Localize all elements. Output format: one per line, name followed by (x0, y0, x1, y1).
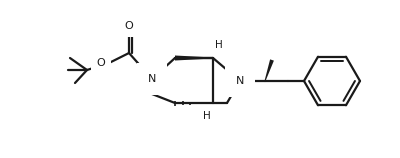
Text: H: H (203, 111, 211, 121)
Text: N: N (148, 74, 156, 84)
Polygon shape (175, 55, 213, 61)
Text: N: N (236, 76, 244, 86)
Polygon shape (264, 59, 274, 81)
Text: O: O (97, 58, 105, 68)
Text: O: O (125, 21, 133, 31)
Text: H: H (215, 40, 223, 50)
